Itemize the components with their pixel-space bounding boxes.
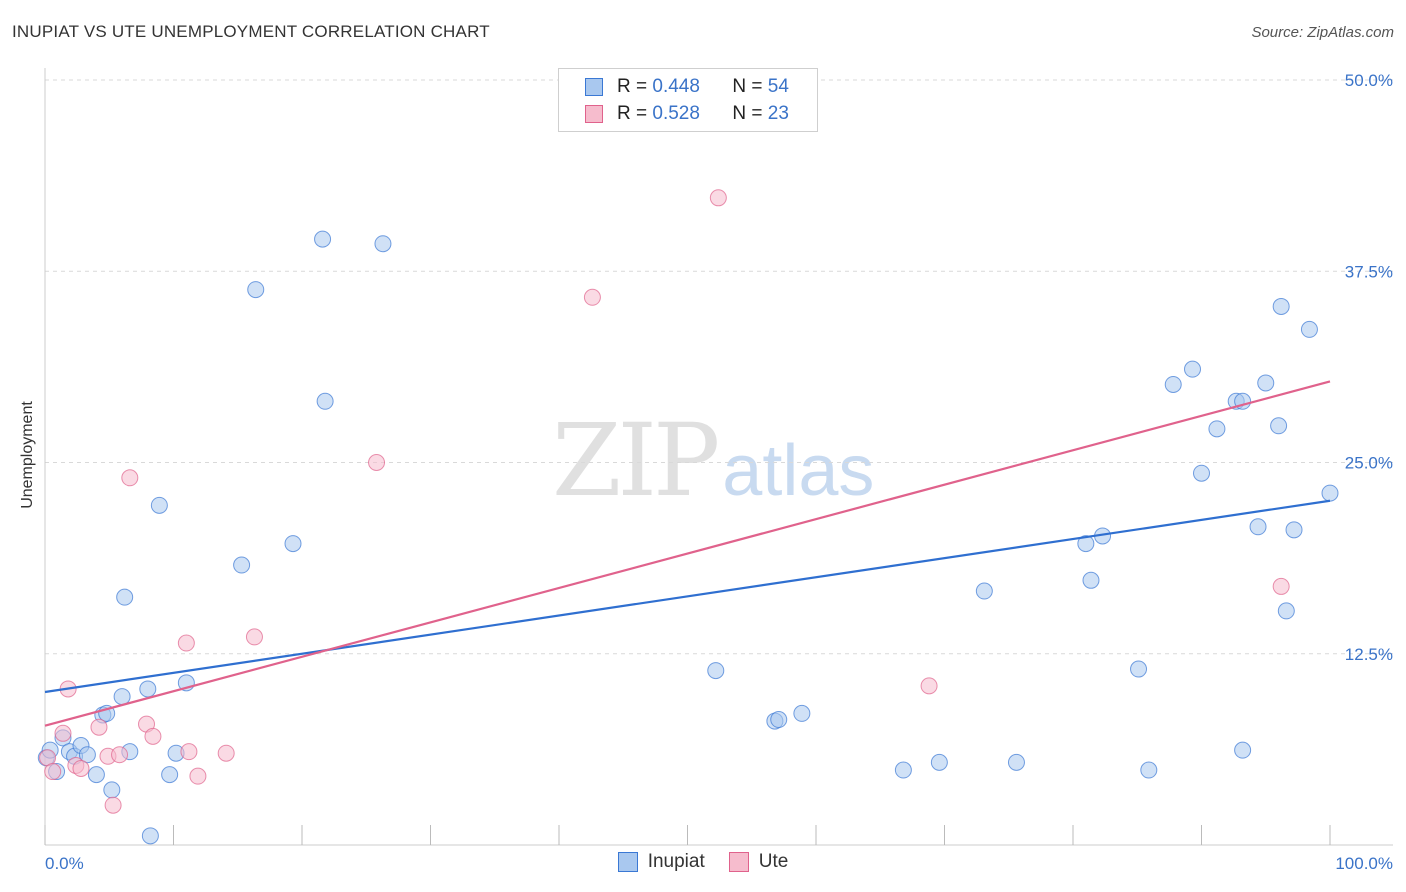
inupiat-point xyxy=(1140,761,1158,779)
correlation-legend: R = 0.448 N = 54 R = 0.528 N = 23 xyxy=(558,68,818,132)
inupiat-r-value: 0.448 xyxy=(652,76,700,97)
inupiat-point xyxy=(975,582,993,600)
inupiat-point xyxy=(141,827,159,845)
inupiat-point xyxy=(1285,521,1303,539)
ute-point xyxy=(121,469,139,487)
ute-n-label: N = xyxy=(732,103,763,124)
ute-point xyxy=(920,677,938,695)
inupiat-point xyxy=(247,281,265,299)
inupiat-point xyxy=(150,496,168,514)
x-tick-label: 0.0% xyxy=(45,854,84,873)
x-tick-label: 100.0% xyxy=(1335,854,1393,873)
ute-swatch xyxy=(585,105,603,123)
ute-point xyxy=(1272,577,1290,595)
inupiat-point xyxy=(1077,535,1095,553)
legend-item-ute[interactable]: Ute xyxy=(728,851,789,873)
ute-point xyxy=(709,189,727,207)
y-tick-label: 37.5% xyxy=(1345,262,1393,281)
ute-point xyxy=(583,288,601,306)
inupiat-trend-line xyxy=(44,499,1331,694)
inupiat-point xyxy=(1321,484,1339,502)
inupiat-point xyxy=(374,235,392,253)
inupiat-point xyxy=(1257,374,1275,392)
ute-trend-line xyxy=(44,380,1331,727)
inupiat-point xyxy=(1208,420,1226,438)
y-tick-label: 25.0% xyxy=(1345,454,1393,473)
inupiat-point xyxy=(103,781,121,799)
inupiat-point xyxy=(1164,375,1182,393)
ute-point xyxy=(245,628,263,646)
inupiat-point xyxy=(78,746,96,764)
inupiat-point xyxy=(1184,360,1202,378)
ute-point xyxy=(177,634,195,652)
inupiat-point xyxy=(707,662,725,680)
inupiat-point xyxy=(793,704,811,722)
ute-r-value: 0.528 xyxy=(652,103,700,124)
ute-point xyxy=(144,727,162,745)
ute-point xyxy=(189,767,207,785)
inupiat-point xyxy=(1082,571,1100,589)
zipatlas-watermark: ZIPatlas xyxy=(552,402,874,519)
y-axis-label: Unemployment xyxy=(19,401,36,509)
ute-legend-swatch xyxy=(728,852,749,872)
watermark-zip: ZIP xyxy=(552,402,720,519)
ute-point xyxy=(90,718,108,736)
inupiat-point xyxy=(139,680,157,698)
inupiat-point xyxy=(930,753,948,771)
ute-point xyxy=(72,760,90,777)
inupiat-point xyxy=(894,761,912,779)
legend-row-inupiat: R = 0.448 N = 54 xyxy=(585,75,789,99)
inupiat-legend-label: Inupiat xyxy=(647,851,705,872)
inupiat-point xyxy=(233,556,251,574)
ute-r-label: R = xyxy=(617,103,648,124)
inupiat-n-label: N = xyxy=(732,76,763,97)
inupiat-point xyxy=(113,688,131,706)
inupiat-swatch xyxy=(585,78,603,96)
ute-point xyxy=(368,454,386,471)
source-label: Source: ZipAtlas.com xyxy=(1251,24,1394,41)
inupiat-point xyxy=(770,711,788,729)
ute-point xyxy=(104,796,122,814)
legend-item-inupiat[interactable]: Inupiat xyxy=(617,851,705,873)
inupiat-point xyxy=(1193,464,1210,482)
watermark-atlas: atlas xyxy=(722,431,875,511)
ute-legend-label: Ute xyxy=(758,851,789,872)
ute-point xyxy=(217,744,235,762)
inupiat-point xyxy=(1234,741,1252,759)
inupiat-point xyxy=(1272,297,1290,315)
inupiat-point xyxy=(161,766,179,784)
inupiat-point xyxy=(1270,417,1288,435)
inupiat-point xyxy=(1130,660,1148,678)
inupiat-point xyxy=(1277,602,1295,620)
inupiat-point xyxy=(116,588,134,606)
inupiat-point xyxy=(284,535,302,553)
inupiat-point xyxy=(1007,753,1025,771)
ute-point xyxy=(54,724,72,742)
inupiat-point xyxy=(316,392,334,410)
inupiat-r-label: R = xyxy=(617,76,648,97)
inupiat-point xyxy=(314,230,332,248)
legend-row-ute: R = 0.528 N = 23 xyxy=(585,102,789,126)
y-tick-label: 12.5% xyxy=(1345,645,1393,664)
ute-point xyxy=(44,763,62,781)
ute-n-value: 23 xyxy=(767,103,789,124)
inupiat-n-value: 54 xyxy=(767,76,789,97)
inupiat-legend-swatch xyxy=(617,852,638,872)
inupiat-point xyxy=(1300,320,1318,338)
inupiat-point xyxy=(87,766,105,784)
ute-point xyxy=(111,746,129,764)
y-tick-label: 50.0% xyxy=(1345,71,1393,90)
series-legend: Inupiat Ute xyxy=(0,851,1406,873)
inupiat-point xyxy=(1249,518,1267,536)
chart-title: INUPIAT VS UTE UNEMPLOYMENT CORRELATION … xyxy=(12,22,490,41)
ute-point xyxy=(180,743,198,761)
